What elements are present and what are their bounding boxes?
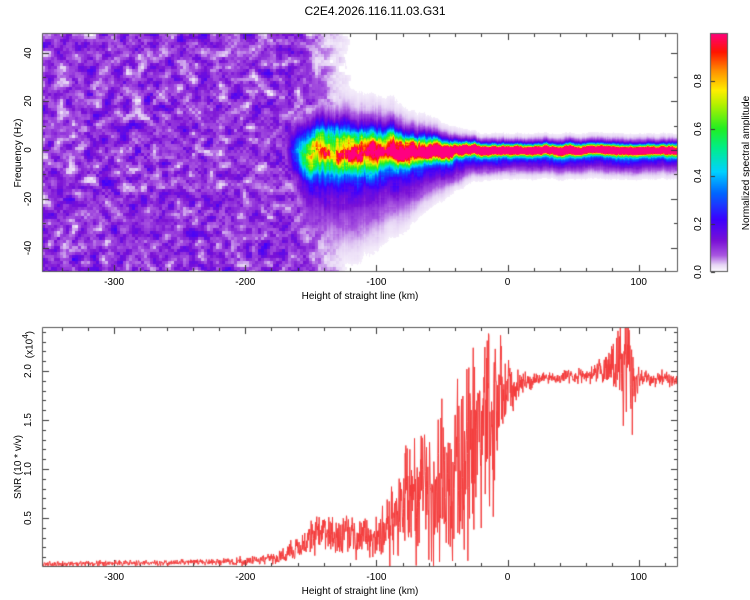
spectrogram-xlabel: Height of straight line (km)	[301, 291, 419, 302]
colorbar-tick-0.4: 0.4	[693, 169, 704, 184]
snr-xtick-100: 100	[630, 572, 647, 583]
colorbar-tick-0.0: 0.0	[693, 265, 704, 279]
spectrogram-xtick--300: -300	[104, 277, 125, 288]
snr-xtick--200: -200	[235, 572, 256, 583]
colorbar-tick-0.6: 0.6	[693, 121, 704, 136]
spectrogram-ytick--20: -20	[23, 191, 34, 207]
snr-ytick-1.5: 1.5	[23, 413, 34, 427]
snr-multiplier-label: (x104)	[21, 331, 36, 359]
spectrogram-xtick-0: 0	[504, 277, 511, 288]
colorbar-title: Normalized spectral amplitude	[741, 95, 750, 230]
spectrogram-xtick--100: -100	[366, 277, 387, 288]
snr-ytick-2.0: 2.0	[23, 364, 34, 379]
spectrogram-xtick--200: -200	[235, 277, 256, 288]
page-title: C2E4.2026.116.11.03.G31	[304, 4, 446, 18]
snr-xtick--300: -300	[104, 572, 125, 583]
spectrogram-ytick-0: 0	[23, 147, 34, 153]
snr-xtick--100: -100	[366, 572, 387, 583]
spectrogram-ytick-40: 40	[23, 46, 34, 59]
colorbar-tick-0.2: 0.2	[693, 217, 704, 232]
spectrogram-xtick-100: 100	[630, 277, 647, 288]
snr-xtick-0: 0	[504, 572, 511, 583]
snr-ylabel: SNR (10 * v/v)	[13, 435, 24, 499]
snr-ytick-0.5: 0.5	[23, 511, 34, 525]
spectrogram-ytick-20: 20	[23, 95, 34, 107]
colorbar-tick-0.8: 0.8	[693, 73, 704, 88]
spectrogram-ylabel: Frequency (Hz)	[13, 118, 24, 187]
spectrogram-ytick--40: -40	[23, 240, 34, 255]
snr-ytick-1.0: 1.0	[23, 462, 34, 476]
snr-xlabel: Height of straight line (km)	[301, 586, 419, 597]
